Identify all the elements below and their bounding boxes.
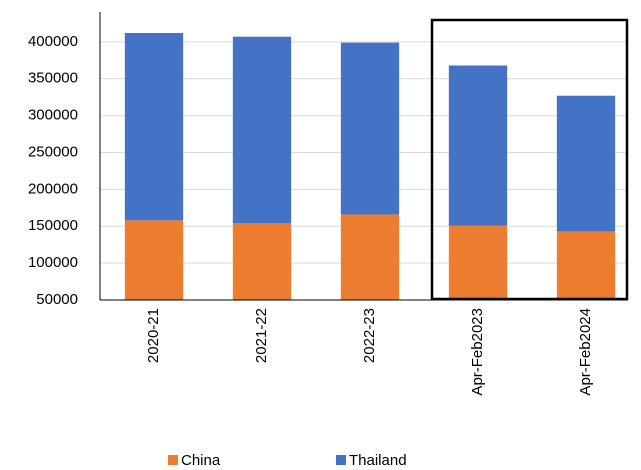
- bar: [340, 42, 400, 215]
- bar: [124, 33, 184, 221]
- highlight-box: [430, 18, 629, 301]
- plot: 50000 100000 150000 200000 250000 300000 35000…: [28, 12, 628, 469]
- y-tick-label: 50000: [36, 291, 78, 308]
- bar: [340, 214, 400, 300]
- y-tick-label: 200000: [28, 180, 78, 197]
- x-tick-label: 2020-21: [145, 308, 162, 363]
- legend-swatch: [336, 455, 346, 465]
- y-tick-label: 350000: [28, 70, 78, 87]
- legend-label: China: [181, 452, 221, 469]
- legend-label: Thailand: [349, 452, 407, 469]
- x-tick-label: 2021-22: [253, 308, 270, 363]
- bar: [556, 95, 616, 232]
- bar: [556, 231, 616, 300]
- legend-swatch: [168, 455, 178, 465]
- y-tick-label: 150000: [28, 217, 78, 234]
- x-tick-label: 2022-23: [361, 308, 378, 363]
- y-tick-label: 400000: [28, 33, 78, 50]
- bar: [124, 220, 184, 300]
- bar: [448, 65, 508, 226]
- y-tick-label: 250000: [28, 143, 78, 160]
- bar: [232, 36, 292, 224]
- y-tick-label: 100000: [28, 254, 78, 271]
- y-tick-label: 300000: [28, 107, 78, 124]
- x-tick-label: Apr-Feb2024: [577, 308, 594, 396]
- bar: [232, 223, 292, 300]
- x-tick-label: Apr-Feb2023: [469, 308, 486, 396]
- bar: [448, 225, 508, 300]
